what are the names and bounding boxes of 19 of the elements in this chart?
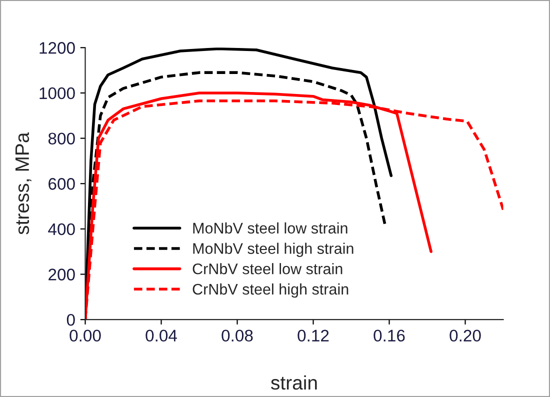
y-tick-label: 0 [66, 314, 75, 326]
x-axis-title: strain [271, 375, 317, 390]
x-tick-label: 0.16 [374, 330, 405, 342]
legend-label: MoNbV steel high strain [193, 242, 354, 257]
x-tick-label: 0.20 [450, 330, 481, 342]
x-tick-label: 0.04 [146, 330, 177, 342]
y-axis-title: stress, MPa [15, 132, 32, 234]
y-tick-label: 600 [48, 178, 75, 190]
y-tick-label: 200 [48, 268, 75, 280]
x-tick-label: 0.12 [298, 330, 329, 342]
y-tick-label: 1200 [40, 42, 75, 54]
legend-label: MoNbV steel low strain [193, 222, 348, 234]
x-tick-label: 0.08 [222, 330, 253, 342]
y-tick-label: 800 [48, 132, 75, 144]
y-tick-label: 400 [48, 223, 75, 236]
x-tick-label: 0.00 [70, 330, 101, 342]
legend-label: CrNbV steel high strain [192, 283, 348, 298]
legend-label: CrNbV steel low strain [192, 263, 342, 274]
y-tick-label: 1000 [40, 87, 75, 100]
